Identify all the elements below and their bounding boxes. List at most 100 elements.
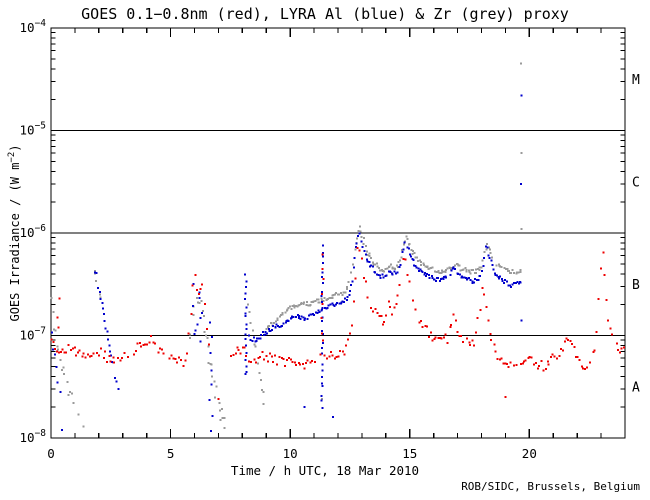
x-tick-label: 0 (47, 446, 55, 461)
data-point (329, 303, 332, 306)
data-point (471, 281, 474, 284)
data-point (349, 332, 351, 335)
data-point (520, 227, 523, 230)
data-point (305, 304, 308, 307)
data-point (396, 294, 399, 297)
data-point (331, 302, 334, 305)
data-point (355, 246, 358, 249)
data-point (93, 271, 96, 274)
data-point (384, 268, 387, 271)
data-point (269, 330, 272, 333)
data-point (464, 277, 467, 280)
data-point (76, 351, 79, 354)
data-point (193, 333, 196, 336)
data-point (287, 307, 290, 310)
data-point (142, 343, 145, 346)
data-point (336, 301, 339, 304)
data-point (264, 331, 267, 333)
data-point (289, 305, 292, 308)
data-point (511, 283, 514, 286)
data-point (127, 356, 130, 359)
data-point (264, 333, 267, 336)
data-point (99, 291, 102, 293)
data-point (267, 360, 269, 363)
data-point (429, 267, 432, 270)
data-point (571, 342, 574, 345)
data-point (421, 270, 424, 273)
data-point (65, 351, 68, 354)
data-point (148, 341, 151, 344)
data-point (275, 320, 278, 323)
data-point (291, 305, 294, 307)
data-point (595, 331, 598, 334)
flare-class-label-c: C (632, 175, 640, 190)
data-point (378, 267, 381, 270)
data-point (346, 296, 349, 299)
data-point (360, 240, 363, 243)
x-axis-label: Time / h UTC, 18 Mar 2010 (230, 463, 420, 478)
data-point (198, 297, 201, 300)
data-point (248, 334, 251, 337)
data-point (144, 343, 146, 346)
data-point (400, 248, 403, 251)
data-point (517, 271, 520, 274)
data-point (603, 273, 606, 276)
data-point (320, 399, 323, 402)
data-point (370, 306, 373, 309)
data-point (230, 354, 233, 357)
data-point (368, 255, 371, 257)
data-point (442, 275, 445, 278)
data-point (301, 363, 304, 366)
data-point (294, 316, 297, 319)
data-point (425, 275, 427, 278)
data-point (219, 418, 222, 421)
data-point (307, 314, 310, 317)
data-point (473, 271, 476, 274)
data-point (207, 362, 210, 365)
data-point (395, 303, 398, 305)
data-point (257, 337, 260, 340)
data-point (434, 336, 437, 339)
data-point (103, 313, 106, 315)
data-point (398, 266, 401, 269)
data-point (424, 324, 427, 327)
data-point (54, 348, 57, 351)
data-point (350, 271, 353, 274)
data-point (444, 275, 447, 278)
data-point (551, 353, 554, 356)
data-point (450, 324, 452, 327)
data-point (196, 297, 198, 299)
data-point (414, 308, 417, 311)
data-point (321, 255, 324, 258)
data-point (280, 324, 283, 327)
data-point (546, 360, 549, 363)
data-point (101, 301, 104, 304)
data-point (486, 246, 489, 249)
data-point (389, 271, 392, 274)
data-point (358, 225, 361, 228)
data-point (520, 94, 523, 97)
data-point (247, 360, 250, 363)
data-point (494, 350, 497, 353)
data-point (55, 365, 58, 368)
data-point (556, 357, 559, 360)
data-point (423, 273, 426, 276)
data-point (278, 355, 281, 358)
data-point (500, 266, 503, 269)
data-point (454, 268, 457, 271)
data-point (287, 320, 290, 322)
data-point (430, 331, 433, 334)
data-point (383, 320, 386, 323)
data-point (415, 266, 418, 269)
data-point (321, 292, 324, 295)
data-point (133, 353, 136, 356)
data-point (90, 355, 93, 358)
data-point (395, 272, 398, 275)
data-point (441, 277, 444, 280)
data-point (82, 352, 85, 355)
data-point (207, 345, 210, 348)
data-point (242, 346, 245, 349)
chart-title: GOES 0.1−0.8nm (red), LYRA Al (blue) & Z… (81, 5, 569, 23)
data-point (374, 308, 377, 311)
